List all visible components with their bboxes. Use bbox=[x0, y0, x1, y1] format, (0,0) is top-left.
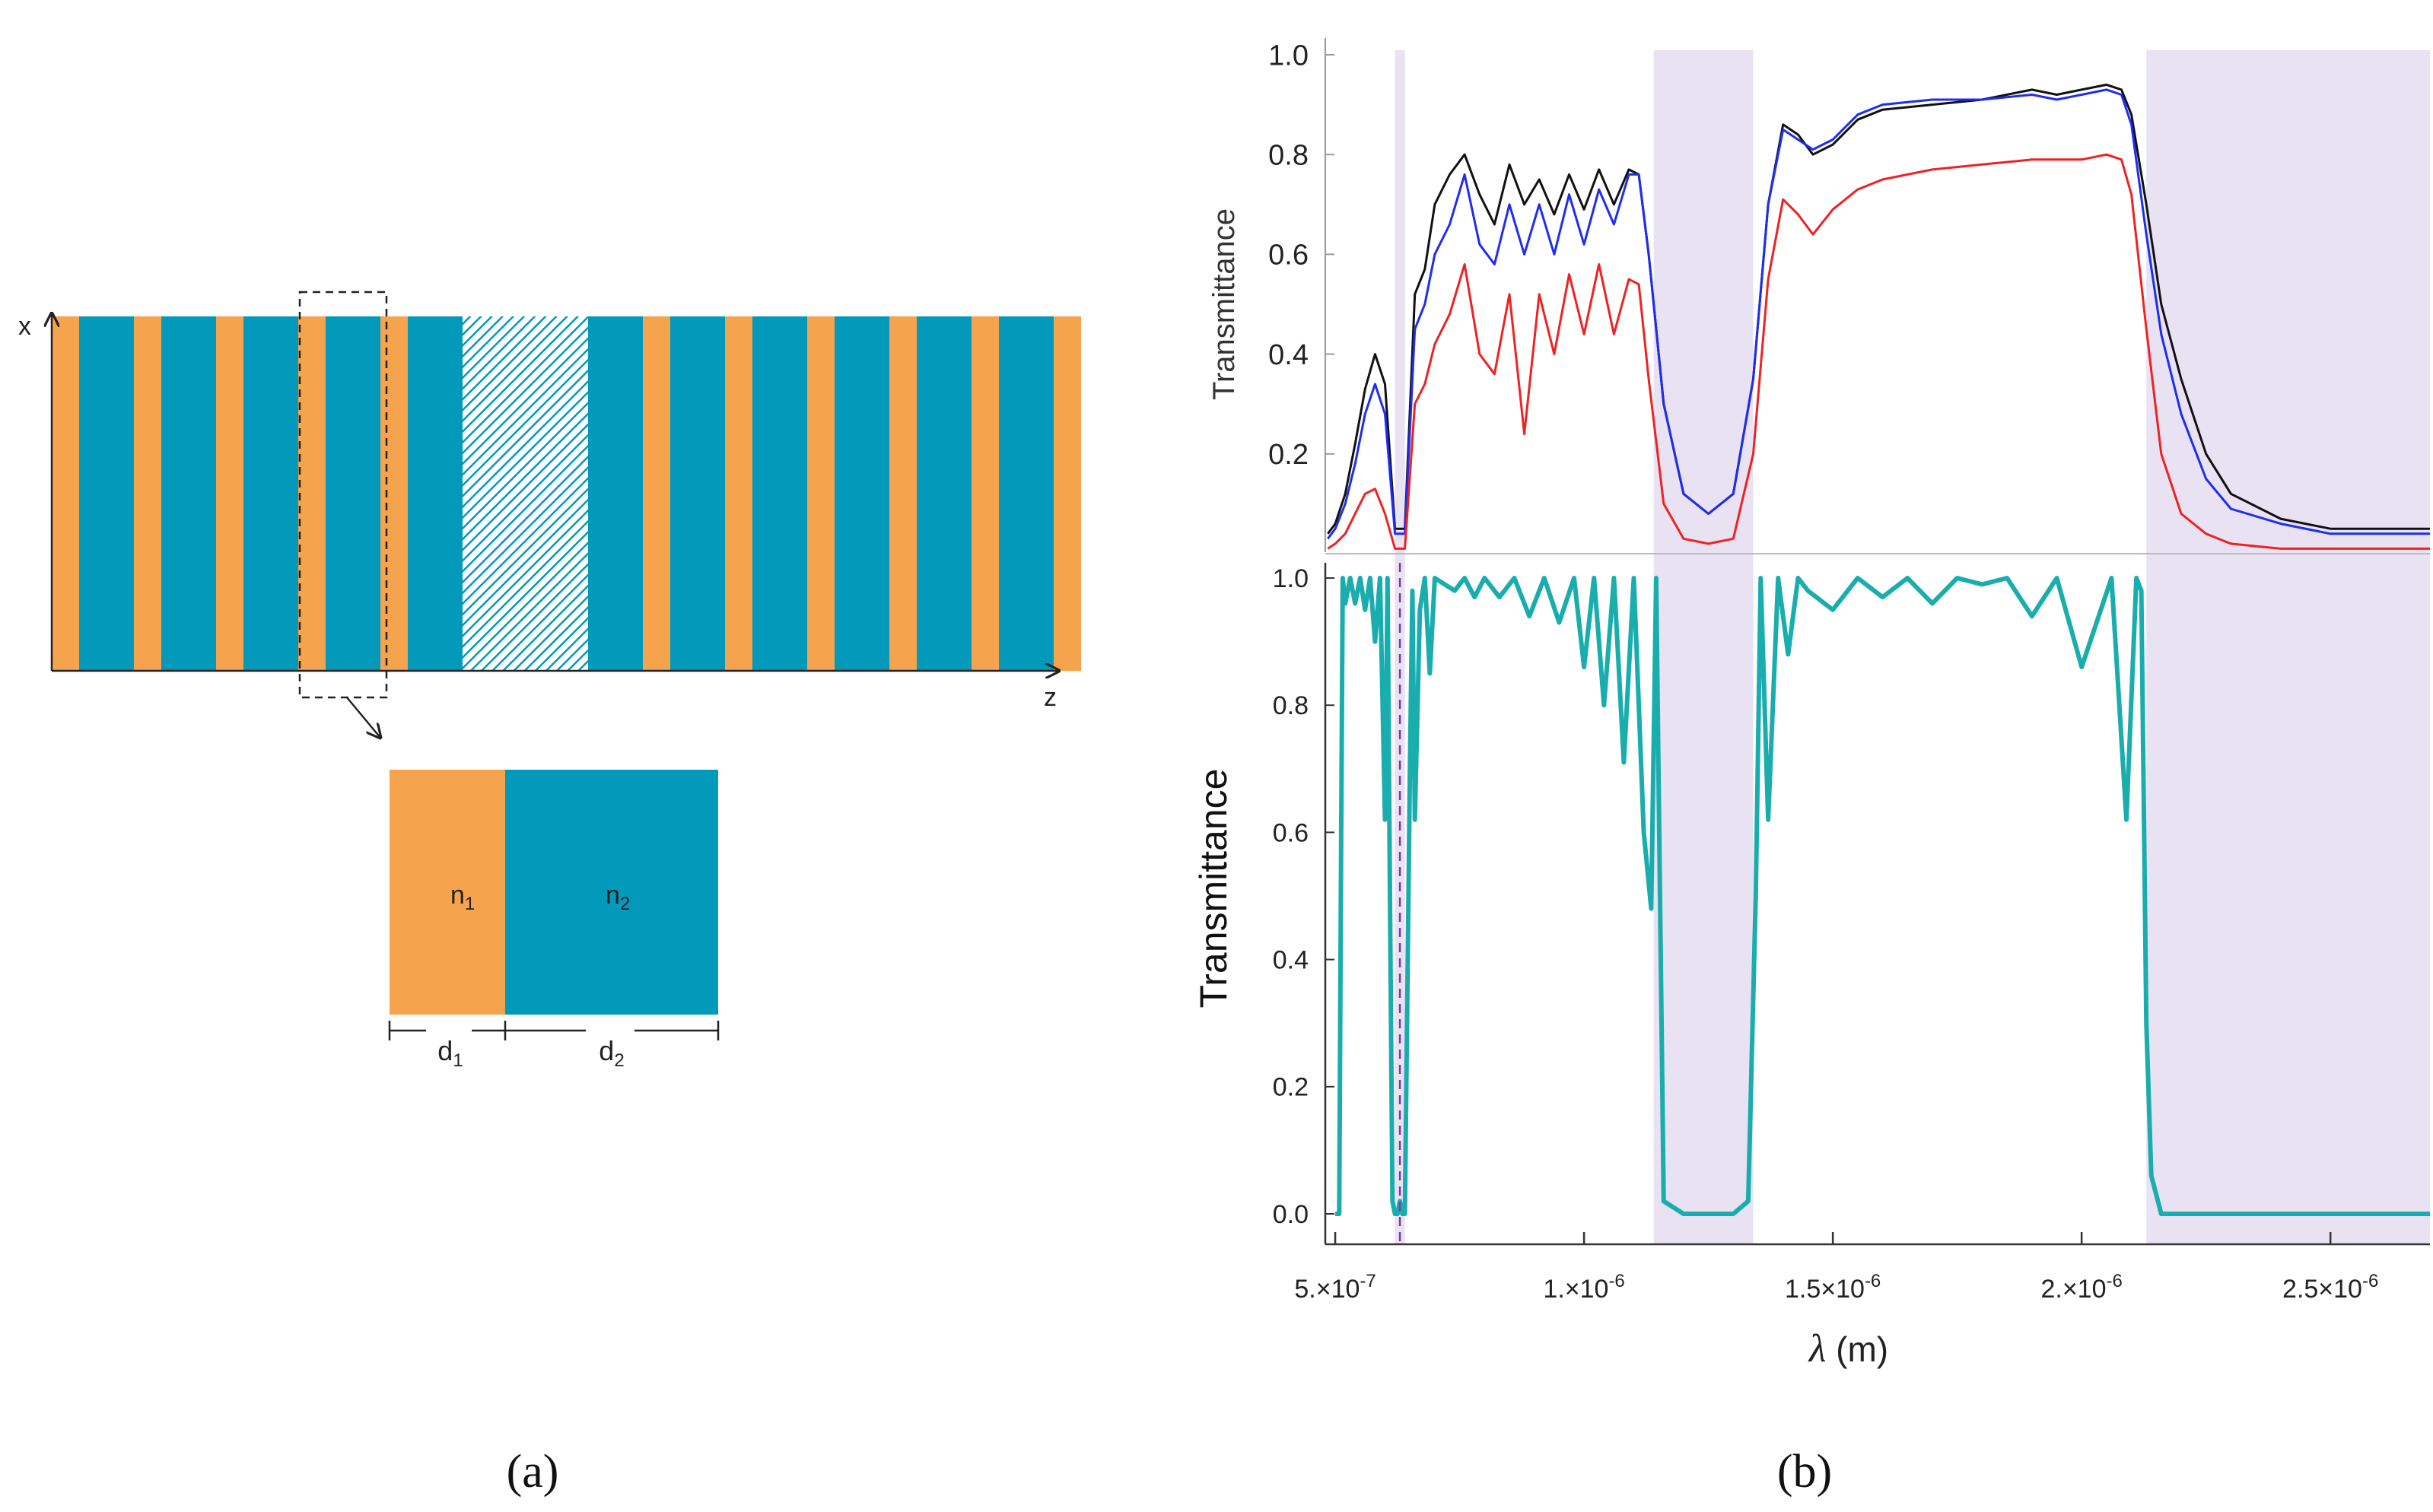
bottom-y-axis-label: Transmittance bbox=[1192, 769, 1235, 1009]
top-ytick-label-0.4: 0.4 bbox=[1268, 339, 1309, 371]
layer-n2-3 bbox=[161, 316, 216, 671]
layer-n2-11 bbox=[588, 316, 643, 671]
xtick-label-0: 5.×10-7 bbox=[1294, 1271, 1376, 1304]
unit-cell-selection-box bbox=[298, 291, 388, 699]
panel-b: 0.20.40.60.81.0 Transmittance 0.00.20.40… bbox=[1192, 38, 2430, 1498]
bottom-ytick-label-0.2: 0.2 bbox=[1273, 1073, 1309, 1102]
top-series bbox=[1327, 83, 2430, 550]
d1-label-bg bbox=[426, 1023, 472, 1040]
xtick-label-3: 2.×10-6 bbox=[2040, 1271, 2122, 1304]
zoom-arrow bbox=[346, 697, 380, 738]
top-y-axis-label: Transmittance bbox=[1207, 208, 1241, 400]
layer-n1-20 bbox=[972, 316, 999, 671]
x-axis-title: λ (m) bbox=[1808, 1327, 1888, 1371]
layer-n2-5 bbox=[243, 316, 298, 671]
top-series-red bbox=[1327, 153, 2430, 550]
xtick-label-1: 1.×10-6 bbox=[1543, 1271, 1624, 1304]
top-chart: 0.2 0.4 0.6 0.8 1.0 Transmittance bbox=[1207, 38, 2430, 554]
multilayer-stack bbox=[52, 316, 1081, 671]
layer-n1-22 bbox=[1054, 316, 1081, 671]
bottom-series bbox=[1335, 576, 2430, 1216]
layer-n2-9 bbox=[408, 316, 463, 671]
unit-cell-n2-layer bbox=[505, 770, 718, 1015]
panel-a: x z n1 n2 d1 d2 (a) bbox=[18, 291, 1081, 1498]
top-ytick-label-0.6: 0.6 bbox=[1268, 240, 1309, 272]
layer-n2-13 bbox=[670, 316, 725, 671]
xtick-label-2: 1.5×10-6 bbox=[1785, 1271, 1881, 1304]
top-y-ticks: 0.2 0.4 0.6 0.8 1.0 bbox=[1268, 40, 1334, 471]
bottom-ytick-label-0.0: 0.0 bbox=[1273, 1200, 1309, 1229]
layer-n1-18 bbox=[889, 316, 917, 671]
bottom-ytick-label-0.8: 0.8 bbox=[1273, 691, 1309, 720]
layer-n1-2 bbox=[134, 316, 161, 671]
layer-n2-21 bbox=[999, 316, 1054, 671]
n1-label: n1 bbox=[450, 881, 475, 914]
bottom-ytick-label-0.4: 0.4 bbox=[1273, 946, 1309, 975]
top-series-blue bbox=[1327, 88, 2430, 540]
xtick-label-4: 2.5×10-6 bbox=[2282, 1271, 2378, 1304]
d2-label-bg bbox=[586, 1023, 634, 1040]
panel-a-label: (a) bbox=[507, 1446, 559, 1498]
n2-label: n2 bbox=[606, 881, 630, 914]
top-ytick-label-1.0: 1.0 bbox=[1268, 40, 1309, 71]
layer-n1-6 bbox=[298, 316, 326, 671]
bandgap-band-1 bbox=[1653, 50, 1754, 1244]
z-axis-label: z bbox=[1044, 683, 1057, 712]
bandgap-shading bbox=[1395, 50, 2430, 1244]
bottom-chart: 0.0 0.2 0.4 0.6 0.8 1.0 5.×10-7 1.×10-6 1.5×10-… bbox=[1192, 563, 2430, 1371]
unit-cell-n1-layer bbox=[390, 770, 505, 1015]
layer-n1-4 bbox=[216, 316, 243, 671]
layer-n1-14 bbox=[725, 316, 752, 671]
layer-n1-16 bbox=[807, 316, 835, 671]
layer-n2-1 bbox=[79, 316, 134, 671]
defect-layer bbox=[463, 316, 588, 671]
panel-b-label: (b) bbox=[1777, 1446, 1832, 1498]
bandgap-band-2 bbox=[2146, 50, 2430, 1244]
layer-n2-15 bbox=[752, 316, 807, 671]
bottom-ytick-label-0.6: 0.6 bbox=[1273, 818, 1309, 847]
top-ytick-label-0.8: 0.8 bbox=[1268, 140, 1309, 172]
d1-label: d1 bbox=[437, 1035, 463, 1071]
top-ytick-label-0.2: 0.2 bbox=[1268, 439, 1309, 471]
x-axis-label: x bbox=[18, 312, 31, 341]
d2-label: d2 bbox=[599, 1035, 624, 1071]
bottom-y-ticks: 0.0 0.2 0.4 0.6 0.8 1.0 bbox=[1273, 564, 1334, 1229]
layer-n1-0 bbox=[52, 316, 79, 671]
x-ticks: 5.×10-7 1.×10-6 1.5×10-6 2.×10-6 2.5×10-6 bbox=[1294, 1232, 2378, 1304]
layer-n2-7 bbox=[326, 316, 380, 671]
bottom-series-simulation bbox=[1335, 576, 2430, 1216]
layer-n2-19 bbox=[917, 316, 972, 671]
layer-n1-8 bbox=[380, 316, 408, 671]
bottom-ytick-label-1.0: 1.0 bbox=[1273, 564, 1309, 593]
layer-n1-12 bbox=[643, 316, 670, 671]
layer-n2-17 bbox=[835, 316, 889, 671]
